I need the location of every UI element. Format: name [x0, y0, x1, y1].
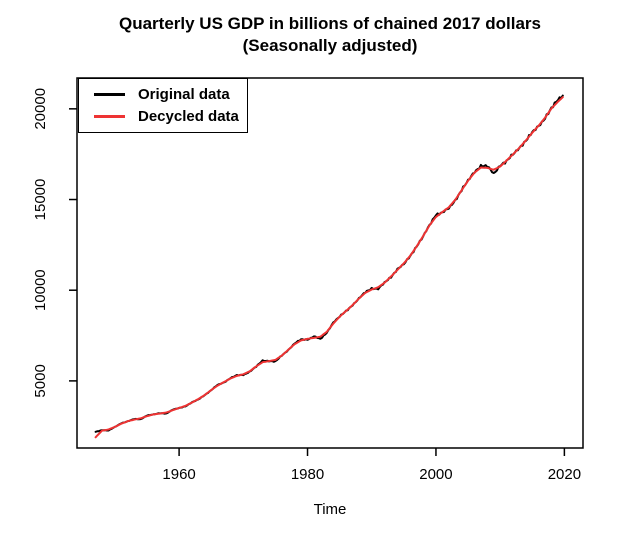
- y-axis-tick-label: 20000: [32, 88, 49, 130]
- plot-box: [76, 77, 584, 449]
- original-data-line: [94, 94, 564, 433]
- decycled-data-line: [94, 96, 564, 439]
- x-axis-title: Time: [313, 501, 347, 518]
- chart-title-line1: Quarterly US GDP in billions of chained …: [119, 14, 541, 33]
- x-axis-tick-label: 1980: [291, 466, 324, 483]
- legend-item-original: Original data: [94, 85, 247, 104]
- legend-label-original: Original data: [138, 86, 230, 103]
- x-axis-tick-label: 2000: [419, 466, 452, 483]
- x-axis-tick-label: 2020: [548, 466, 581, 483]
- legend-line-original-icon: [94, 93, 125, 96]
- legend-label-decycled: Decycled data: [138, 108, 239, 125]
- y-axis-tick-label: 5000: [32, 364, 49, 397]
- legend-line-decycled-icon: [94, 115, 125, 118]
- legend: Original data Decycled data: [78, 78, 248, 133]
- x-axis-tick-label: 1960: [162, 466, 195, 483]
- chart-title-line2: (Seasonally adjusted): [242, 36, 418, 55]
- y-axis-tick-label: 15000: [32, 179, 49, 221]
- y-axis-tick-label: 10000: [32, 269, 49, 311]
- legend-item-decycled: Decycled data: [94, 107, 247, 126]
- chart-title: Quarterly US GDP in billions of chained …: [77, 13, 583, 57]
